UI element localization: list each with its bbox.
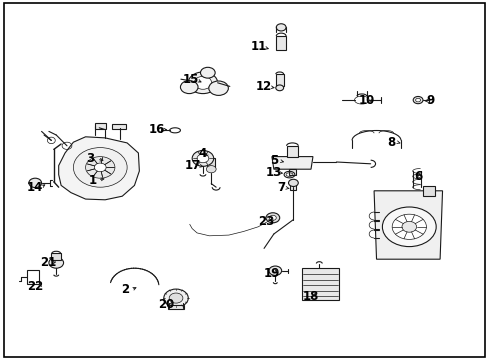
Circle shape: [415, 98, 420, 102]
Circle shape: [29, 178, 41, 188]
Text: 13: 13: [265, 166, 282, 179]
Text: 7: 7: [277, 181, 285, 194]
Text: 23: 23: [258, 215, 274, 228]
Bar: [302, 268, 338, 300]
Bar: [27, 270, 39, 284]
Polygon shape: [59, 137, 139, 200]
Text: 1: 1: [89, 174, 97, 186]
Circle shape: [192, 150, 213, 166]
Circle shape: [412, 96, 422, 104]
Circle shape: [180, 81, 198, 94]
Text: 8: 8: [386, 136, 394, 149]
Circle shape: [188, 72, 217, 94]
Text: 16: 16: [148, 123, 164, 136]
Circle shape: [94, 163, 106, 172]
Circle shape: [163, 289, 188, 307]
Circle shape: [206, 166, 216, 173]
Circle shape: [169, 293, 183, 303]
Bar: [422, 186, 434, 196]
Text: 22: 22: [27, 280, 43, 293]
Circle shape: [401, 221, 416, 232]
Text: 21: 21: [40, 256, 56, 269]
Circle shape: [200, 67, 215, 78]
Circle shape: [265, 213, 279, 223]
Text: 9: 9: [426, 94, 433, 107]
Text: 19: 19: [263, 267, 279, 280]
Circle shape: [63, 140, 137, 194]
Bar: [112, 124, 126, 129]
Polygon shape: [373, 191, 442, 259]
Bar: [275, 74, 283, 86]
Circle shape: [382, 207, 435, 247]
Circle shape: [94, 163, 106, 172]
Circle shape: [276, 24, 285, 31]
Text: 20: 20: [158, 298, 174, 311]
Bar: [276, 36, 285, 50]
Text: 15: 15: [182, 73, 199, 86]
Text: 14: 14: [27, 181, 43, 194]
Circle shape: [197, 154, 208, 163]
Bar: [168, 305, 183, 309]
Bar: [290, 183, 296, 190]
Text: 6: 6: [413, 170, 421, 183]
Bar: [51, 253, 61, 260]
Circle shape: [268, 266, 281, 275]
Text: 2: 2: [121, 283, 128, 296]
Text: 17: 17: [184, 159, 201, 172]
Circle shape: [391, 214, 426, 239]
Text: 11: 11: [250, 40, 267, 53]
Text: 12: 12: [255, 80, 272, 93]
Bar: [95, 123, 106, 129]
Text: 10: 10: [358, 94, 374, 107]
Circle shape: [288, 179, 298, 186]
Text: 18: 18: [302, 291, 318, 303]
Circle shape: [85, 157, 115, 178]
Circle shape: [49, 257, 63, 268]
Circle shape: [208, 81, 228, 95]
Text: 5: 5: [269, 154, 277, 167]
Circle shape: [85, 157, 115, 178]
Bar: [288, 169, 296, 175]
Circle shape: [194, 76, 211, 89]
Text: 4: 4: [199, 147, 206, 159]
Circle shape: [73, 148, 127, 187]
Bar: [286, 146, 298, 157]
Circle shape: [73, 148, 127, 187]
Circle shape: [269, 215, 276, 220]
Bar: [207, 158, 215, 169]
Circle shape: [275, 85, 283, 91]
Text: 3: 3: [86, 152, 94, 165]
Polygon shape: [271, 157, 312, 169]
